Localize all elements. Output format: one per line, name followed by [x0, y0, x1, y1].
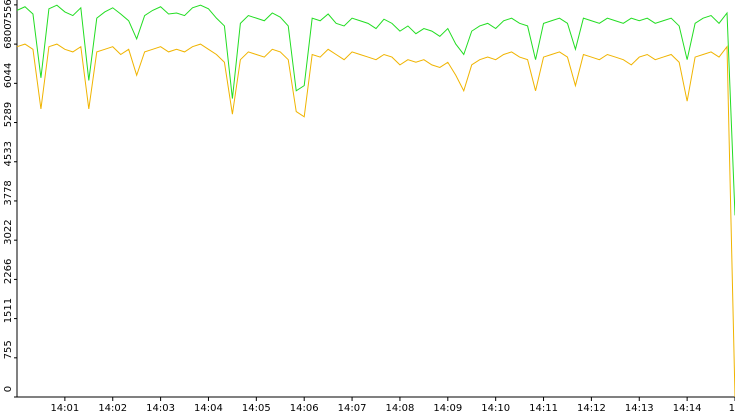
x-tick-label: 14:13: [625, 403, 654, 414]
y-tick-label: 6044: [3, 63, 14, 88]
x-tick-label: 14:07: [338, 403, 367, 414]
x-tick-label: 14: [729, 403, 735, 414]
y-tick-label: 4533: [3, 141, 14, 166]
y-tick-label: 3022: [3, 219, 14, 244]
x-tick-label: 14:12: [577, 403, 606, 414]
x-tick-label: 14:14: [673, 403, 702, 414]
series-line: [16, 43, 735, 398]
series-line: [16, 4, 735, 216]
x-tick-label: 14:10: [481, 403, 510, 414]
y-tick-label: 7556: [3, 0, 14, 25]
x-tick-label: 14:01: [50, 403, 79, 414]
x-tick-label: 14:05: [242, 403, 271, 414]
y-tick-label: 2266: [3, 259, 14, 284]
y-tick-label: 0: [3, 386, 14, 392]
x-tick-label: 14:04: [194, 403, 223, 414]
x-tick-label: 14:08: [386, 403, 415, 414]
x-tick-label: 14:02: [98, 403, 127, 414]
y-tick-label: 755: [3, 340, 14, 359]
x-tick-label: 14:11: [529, 403, 558, 414]
x-tick-label: 14:03: [146, 403, 175, 414]
y-tick-label: 3778: [3, 180, 14, 205]
y-tick-label: 6800: [3, 23, 14, 48]
y-tick-label: 5289: [3, 102, 14, 127]
x-tick-label: 14:06: [290, 403, 319, 414]
y-tick-label: 1511: [3, 298, 14, 323]
x-tick-label: 14:09: [433, 403, 462, 414]
